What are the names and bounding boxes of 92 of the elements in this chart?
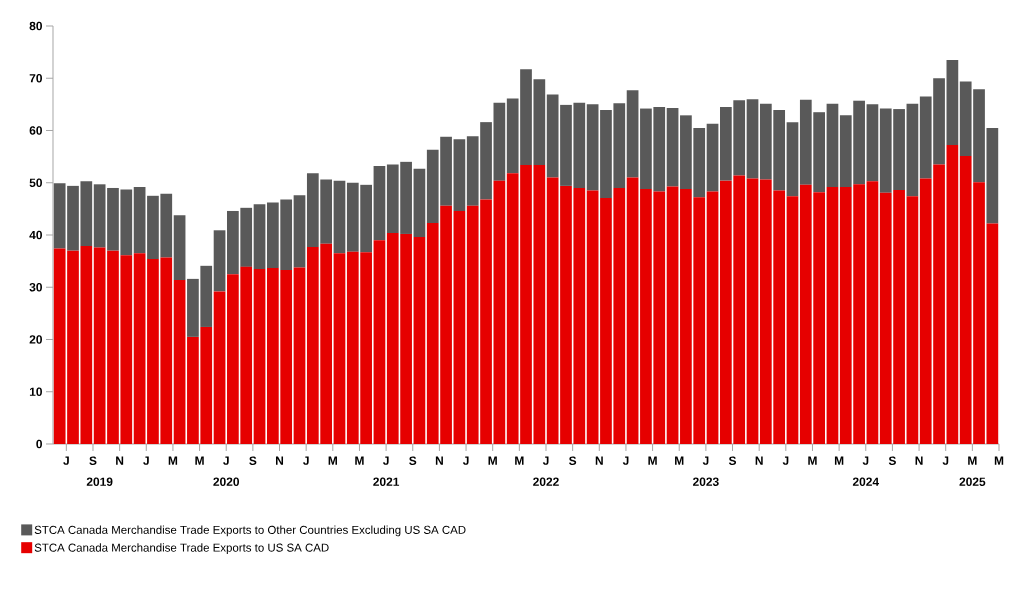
text: 2020 [213,477,240,486]
y-tick-label: 60 [29,126,42,135]
x-tick-label: M [808,456,817,465]
text: 2024 [852,477,879,486]
x-tick-label: S [409,456,417,465]
bar [413,237,426,444]
x-tick-label: J [702,456,709,465]
bar [746,99,759,179]
x-tick-label: N [116,456,124,465]
bar [706,191,719,444]
bar [866,181,879,444]
text: 2023 [693,477,719,486]
bar [906,103,919,197]
bar [453,139,466,211]
bar [213,291,226,444]
bar [133,253,146,444]
x-tick-label: J [862,456,869,465]
x-tick-label: J [622,456,629,465]
bar [826,186,839,444]
bar [373,240,386,444]
bar [786,196,799,444]
bar [453,210,466,444]
bar [413,168,426,238]
bar [586,190,599,444]
x-tick-label: M [328,456,337,465]
bar [626,90,639,178]
x-tick-label: M [515,456,524,465]
bar [173,279,186,444]
x-tick-label: M [834,456,844,465]
x-tick-label: S [888,456,896,465]
bar [333,180,346,254]
x-tick-label: J [942,456,949,465]
legend-label: STCA Canada Merchandise Trade Exports to US SA CAD [34,543,329,554]
bar [213,230,226,292]
bar [253,204,266,269]
bar [746,178,759,444]
x-tick-label: S [728,456,737,465]
x-tick-label: J [303,456,309,465]
y-tick-label: 20 [29,335,42,344]
x-tick-label: S [89,456,97,465]
y-tick-label: 10 [29,387,42,396]
bar [866,104,879,182]
bar [666,108,679,187]
bar [666,186,679,444]
x-tick-label: J [63,456,69,465]
x-tick-label: J [782,456,789,465]
x-tick-label: J [542,456,549,465]
bar [946,145,959,444]
x-tick-label: M [168,456,178,465]
text: 2021 [373,477,400,486]
x-tick-label: S [569,456,577,465]
bar [586,104,599,191]
x-tick-label: M [994,456,1004,465]
x-tick-label: S [249,456,257,465]
bar [906,196,919,444]
bar [133,186,146,254]
y-tick-label: 40 [29,230,42,240]
x-tick-label: J [143,456,149,465]
y-tick-label: 80 [29,21,42,31]
bar [786,122,799,197]
text: 2019 [86,477,113,486]
bar [626,177,639,444]
text: 2025 [959,477,986,486]
y-tick-label: 0 [36,439,42,449]
bar [293,267,306,444]
y-tick-label: 30 [29,283,42,292]
legend-label: STCA Canada Merchandise Trade Exports to Other Countries Excluding US SA CAD [34,525,466,537]
x-tick-label: J [382,456,389,465]
x-tick-label: J [223,456,229,465]
bar [293,195,306,268]
x-tick-label: M [968,456,977,465]
bar [253,268,266,444]
x-tick-label: J [462,456,469,465]
x-tick-label: N [915,456,923,465]
y-tick-label: 70 [29,74,42,83]
bar [373,166,386,241]
x-tick-label: N [276,456,284,465]
bar [826,103,839,187]
x-tick-label: M [355,456,364,465]
bar [333,253,346,444]
x-tick-label: N [595,456,603,465]
text: 2022 [533,477,559,486]
x-tick-label: M [675,456,684,465]
x-tick-label: N [755,456,763,465]
x-tick-label: M [648,456,657,465]
x-tick-label: N [435,456,443,465]
y-tick-label: 50 [29,178,42,187]
bar [946,59,959,146]
x-tick-label: M [195,456,204,465]
bar [173,215,186,280]
bar [706,123,719,192]
x-tick-label: M [488,456,497,465]
